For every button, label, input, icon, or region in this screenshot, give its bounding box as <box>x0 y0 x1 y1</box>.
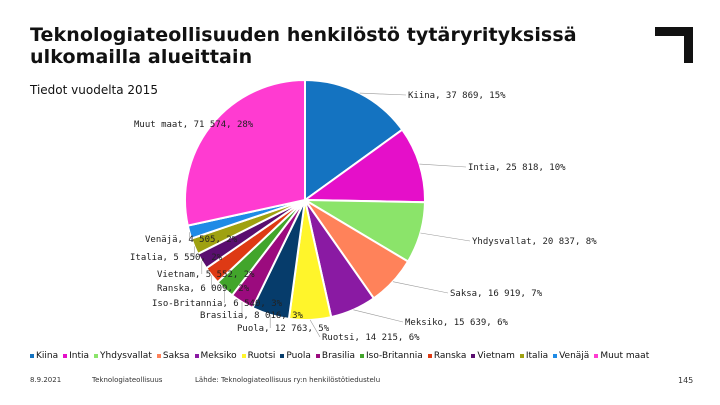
legend-swatch <box>194 354 199 358</box>
legend-label: Intia <box>69 351 90 361</box>
pie-slice-intia <box>301 128 426 204</box>
data-label: Iso-Britannia, 6 540, 3% <box>152 299 283 309</box>
legend-item: Venäjä <box>553 351 589 361</box>
footer-date: 8.9.2021 <box>30 376 62 384</box>
footer-source: Lähde: Teknologiateollisuus ry:n henkilö… <box>195 376 381 384</box>
chart-legend: Kiina Intia Yhdysvallat Saksa Meksiko Ruotsi P… <box>30 351 700 361</box>
data-label: Intia, 25 818, 10% <box>468 163 566 173</box>
legend-swatch <box>427 354 432 358</box>
legend-label: Vietnam <box>477 351 515 361</box>
legend-swatch <box>30 354 34 358</box>
legend-label: Ranska <box>433 351 467 361</box>
pie-slice-kiina <box>304 78 404 202</box>
legend-item: Yhdysvallat <box>94 351 152 361</box>
data-label: Saksa, 16 919, 7% <box>450 289 543 299</box>
legend-item: Ruotsi <box>241 351 276 361</box>
legend-label: Puola <box>286 351 311 361</box>
legend-swatch <box>63 354 68 358</box>
data-label: Yhdysvallat, 20 837, 8% <box>472 237 597 247</box>
legend-swatch <box>519 354 524 358</box>
legend-item: Saksa <box>156 351 190 361</box>
data-label: Vietnam, 5 552, 2% <box>157 270 255 280</box>
data-label: Ruotsi, 14 215, 6% <box>322 333 420 343</box>
legend-item: Puola <box>280 351 311 361</box>
legend-swatch <box>241 354 246 358</box>
legend-label: Saksa <box>162 351 190 361</box>
pie-slices <box>184 78 426 321</box>
data-labels: Kiina, 37 869, 15% Intia, 25 818, 10% Yhdy… <box>130 91 597 343</box>
legend-label: Yhdysvallat <box>100 351 152 361</box>
pie-slice-muut-maat <box>184 78 306 227</box>
leader-line <box>353 309 404 323</box>
legend-swatch <box>280 354 285 358</box>
legend-label: Italia <box>525 351 549 361</box>
legend-item: Vietnam <box>471 351 515 361</box>
legend-label: Venäjä <box>559 351 590 361</box>
legend-label: Meksiko <box>200 351 237 361</box>
legend-label: Iso-Britannia <box>366 351 423 361</box>
legend-item: Meksiko <box>194 351 237 361</box>
data-label: Muut maat, 71 574, 28% <box>134 120 254 130</box>
leader-line <box>419 163 467 168</box>
legend-item: Intia <box>63 351 89 361</box>
legend-label: Muut maat <box>600 351 650 361</box>
leader-lines <box>189 92 471 338</box>
page-number: 145 <box>678 376 694 385</box>
legend-swatch <box>594 354 599 358</box>
legend-label: Kiina <box>36 351 59 361</box>
legend-label: Brasilia <box>321 351 356 361</box>
leader-line <box>392 281 449 294</box>
legend-item: Ranska <box>427 351 467 361</box>
page-title: Teknologiateollisuuden henkilöstö tytäry… <box>30 24 577 68</box>
legend-item: Brasilia <box>315 351 356 361</box>
data-label: Ranska, 6 009, 2% <box>157 284 250 294</box>
leader-line <box>309 319 321 338</box>
legend-item: Kiina <box>30 351 58 361</box>
legend-swatch <box>360 354 365 358</box>
legend-swatch <box>94 354 99 358</box>
leader-line <box>420 232 471 242</box>
legend-item: Italia <box>519 351 549 361</box>
legend-item: Muut maat <box>594 351 649 361</box>
data-label: Kiina, 37 869, 15% <box>408 91 506 101</box>
footer-org: Teknologiateollisuus <box>92 376 163 384</box>
data-label: Puola, 12 763, 5% <box>237 324 330 334</box>
data-label: Brasilia, 8 016, 3% <box>200 311 304 321</box>
legend-swatch <box>315 354 320 358</box>
legend-swatch <box>156 354 161 358</box>
data-label: Meksiko, 15 639, 6% <box>405 318 509 328</box>
data-label: Italia, 5 550, 2% <box>130 253 223 263</box>
legend-label: Ruotsi <box>247 351 276 361</box>
data-label: Venäjä, 4 505, 2% <box>145 235 238 245</box>
brand-logo-icon <box>655 27 693 63</box>
leader-line <box>359 92 407 96</box>
chart-subtitle: Tiedot vuodelta 2015 <box>30 83 158 97</box>
legend-swatch <box>471 354 476 358</box>
legend-item: Iso-Britannia <box>360 351 423 361</box>
legend-swatch <box>553 354 558 358</box>
